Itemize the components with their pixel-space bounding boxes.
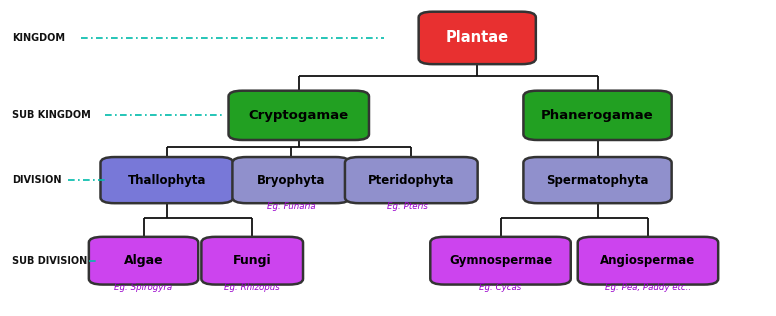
- FancyBboxPatch shape: [419, 12, 535, 64]
- Text: SUB KINGDOM: SUB KINGDOM: [12, 110, 90, 120]
- Text: SUB DIVISION: SUB DIVISION: [12, 256, 87, 266]
- FancyBboxPatch shape: [233, 157, 349, 203]
- Text: Pteridophyta: Pteridophyta: [368, 173, 455, 187]
- FancyBboxPatch shape: [228, 91, 369, 140]
- Text: Gymnospermae: Gymnospermae: [449, 254, 553, 267]
- FancyBboxPatch shape: [88, 237, 199, 284]
- FancyBboxPatch shape: [202, 237, 303, 284]
- Text: Bryophyta: Bryophyta: [257, 173, 325, 187]
- Text: Eg: Pteris: Eg: Pteris: [387, 203, 428, 211]
- Text: Spermatophyta: Spermatophyta: [546, 173, 649, 187]
- Text: Phanerogamae: Phanerogamae: [541, 109, 654, 122]
- Text: Cryptogamae: Cryptogamae: [248, 109, 349, 122]
- FancyBboxPatch shape: [101, 157, 233, 203]
- Text: KINGDOM: KINGDOM: [12, 33, 64, 43]
- Text: DIVISION: DIVISION: [12, 175, 61, 185]
- Text: Thallophyta: Thallophyta: [127, 173, 206, 187]
- Text: Plantae: Plantae: [445, 30, 509, 46]
- Text: Eg: Cycas: Eg: Cycas: [480, 283, 521, 292]
- Text: Eg: Spirogyra: Eg: Spirogyra: [115, 283, 172, 292]
- Text: Fungi: Fungi: [233, 254, 272, 267]
- Text: Eg: Rhizopus: Eg: Rhizopus: [224, 283, 280, 292]
- FancyBboxPatch shape: [577, 237, 719, 284]
- Text: Eg: Funaria: Eg: Funaria: [267, 203, 315, 211]
- FancyBboxPatch shape: [523, 157, 671, 203]
- Text: Angiospermae: Angiospermae: [601, 254, 695, 267]
- Text: Algae: Algae: [123, 254, 164, 267]
- FancyBboxPatch shape: [523, 91, 671, 140]
- FancyBboxPatch shape: [430, 237, 571, 284]
- FancyBboxPatch shape: [345, 157, 478, 203]
- Text: Eg: Pea, Paddy etc..: Eg: Pea, Paddy etc..: [605, 283, 691, 292]
